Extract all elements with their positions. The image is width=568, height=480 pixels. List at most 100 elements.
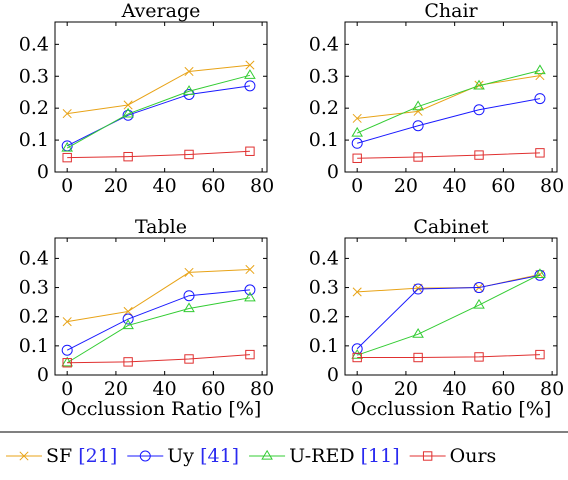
data-point xyxy=(123,357,133,367)
data-point xyxy=(62,358,72,368)
y-tick-label: 0.3 xyxy=(19,65,49,87)
legend-label: Uy [41] xyxy=(167,445,239,467)
panel-chair: Chair 0 0.1 0.2 0.3 0.4 0 20 40 60 80 xyxy=(309,0,564,197)
data-point xyxy=(473,104,485,116)
legend-label: SF [21] xyxy=(46,445,117,467)
data-point xyxy=(244,284,256,296)
y-tick-label: 0.2 xyxy=(309,97,339,119)
series-sf-21 xyxy=(352,269,545,297)
data-point xyxy=(183,290,195,302)
panel-title: Average xyxy=(121,0,201,22)
data-point xyxy=(245,264,255,275)
legend-item-sf: SF [21] xyxy=(6,445,117,467)
data-point xyxy=(413,352,423,363)
x-tick-label: 0 xyxy=(351,175,363,197)
x-tick-label: 0 xyxy=(61,378,73,400)
data-point xyxy=(123,100,133,110)
series-line xyxy=(357,273,541,293)
data-point xyxy=(62,109,72,119)
data-point xyxy=(351,348,364,359)
x-axis-label: Occlussion Ratio [%] xyxy=(61,398,262,420)
data-point xyxy=(184,354,194,364)
data-point xyxy=(351,137,363,149)
data-point xyxy=(412,120,424,132)
series-u-red-11 xyxy=(61,69,256,152)
data-point xyxy=(245,146,255,156)
series-u-red-11 xyxy=(351,64,546,137)
legend-marker xyxy=(139,450,151,462)
chart-panels: Average 0 0.1 0.2 0.3 0.4 0 20 40 60 80 Chair 0 0.1 0.… xyxy=(19,0,564,420)
series-line xyxy=(66,74,251,149)
legend: SF [21] Uy [41] U-RED [11] Ours xyxy=(0,431,568,467)
data-point xyxy=(535,349,545,360)
y-tick-label: 0.1 xyxy=(309,335,339,357)
data-point xyxy=(534,64,546,75)
panel-title: Chair xyxy=(424,0,478,22)
data-point xyxy=(62,317,72,327)
data-point xyxy=(122,319,134,330)
panel-cabinet: Cabinet 0 0.1 0.2 0.3 0.4 0 20 40 60 80Occlussion … xyxy=(309,216,564,420)
data-point xyxy=(535,71,545,81)
x-tick-label: 20 xyxy=(104,378,128,400)
series-ours xyxy=(352,148,545,163)
series-ours xyxy=(62,146,255,163)
data-point xyxy=(245,349,255,360)
series-u-red-11 xyxy=(351,268,546,359)
x-tick-label: 40 xyxy=(443,378,467,400)
series-line xyxy=(357,354,540,359)
data-point xyxy=(244,69,256,79)
series-line xyxy=(66,289,250,351)
legend-item-u-red: U-RED [11] xyxy=(249,445,400,467)
series-u-red-11 xyxy=(61,291,256,367)
x-tick-label: 20 xyxy=(394,175,418,197)
data-point xyxy=(534,269,546,281)
data-point xyxy=(123,151,133,162)
x-tick-label: 40 xyxy=(443,175,467,197)
panel-title: Table xyxy=(135,216,187,238)
data-point xyxy=(352,352,362,363)
series-line xyxy=(67,64,250,115)
legend-marker xyxy=(422,451,433,461)
x-tick-label: 80 xyxy=(250,378,274,400)
x-tick-label: 60 xyxy=(201,378,225,400)
series-uy-41 xyxy=(351,269,546,355)
series-line xyxy=(67,354,250,364)
y-tick-label: 0 xyxy=(37,364,49,386)
data-point xyxy=(412,328,424,338)
y-tick-label: 0.4 xyxy=(309,247,339,269)
data-point xyxy=(473,79,485,90)
data-point xyxy=(61,356,74,367)
series-line xyxy=(356,274,541,350)
y-tick-label: 0 xyxy=(327,161,339,183)
series-uy-41 xyxy=(61,284,256,356)
data-point xyxy=(245,60,255,70)
data-point xyxy=(184,267,194,277)
y-tick-label: 0.3 xyxy=(309,65,339,87)
series-ours xyxy=(62,349,255,368)
y-tick-label: 0.1 xyxy=(309,129,339,151)
data-point xyxy=(412,283,424,295)
y-tick-label: 0.4 xyxy=(19,33,49,55)
data-point xyxy=(474,352,484,362)
axes-frame xyxy=(344,21,558,173)
y-tick-label: 0 xyxy=(37,161,49,183)
series-sf-21 xyxy=(62,264,255,327)
x-tick-label: 80 xyxy=(540,378,564,400)
y-tick-label: 0.3 xyxy=(309,277,339,299)
data-point xyxy=(474,150,484,160)
data-point xyxy=(244,291,256,302)
y-tick-label: 0 xyxy=(327,364,339,386)
data-point xyxy=(352,113,362,123)
y-tick-label: 0.2 xyxy=(19,306,49,328)
data-point xyxy=(61,141,74,152)
series-line xyxy=(357,152,540,159)
series-line xyxy=(357,98,541,144)
legend-marker xyxy=(261,449,273,460)
series-line xyxy=(357,273,541,356)
x-tick-label: 40 xyxy=(153,378,177,400)
series-line xyxy=(67,268,250,323)
series-ours xyxy=(352,349,545,363)
series-uy-41 xyxy=(61,80,256,152)
y-tick-label: 0.1 xyxy=(19,129,49,151)
legend-item-uy: Uy [41] xyxy=(127,445,239,467)
